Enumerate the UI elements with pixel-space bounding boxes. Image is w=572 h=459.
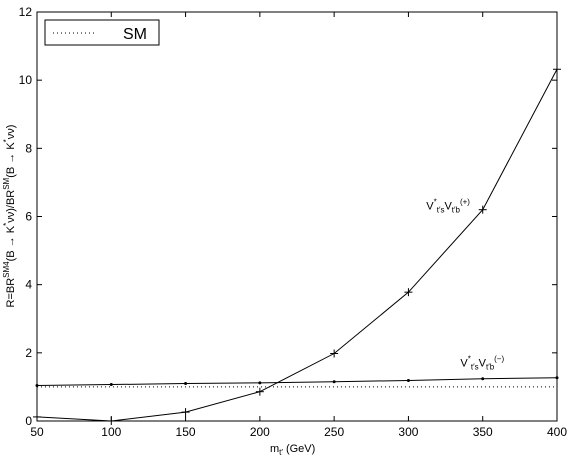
plus-marker bbox=[330, 349, 339, 358]
series-line-2 bbox=[36, 377, 558, 387]
annotations: V*t′sVt′b(+) V*t′sVt′b(−) bbox=[426, 198, 504, 372]
plus-marker bbox=[404, 288, 413, 297]
x-tick-label: 200 bbox=[250, 425, 270, 439]
y-tick-label: 6 bbox=[25, 210, 32, 224]
annotation-0: V*t′sVt′b(+) bbox=[426, 198, 470, 215]
dot-marker bbox=[332, 380, 336, 384]
x-tick-label: 50 bbox=[30, 425, 44, 439]
plus-marker bbox=[553, 65, 561, 74]
axis-ticks bbox=[36, 11, 558, 422]
x-tick-label: 300 bbox=[398, 425, 418, 439]
legend-sm-label: SM bbox=[123, 26, 147, 43]
dot-marker bbox=[109, 383, 113, 387]
x-tick-label: 100 bbox=[101, 425, 121, 439]
tick-labels: 50 100 150 200 250 300 350 400 0 2 4 6 8 10 12 bbox=[19, 5, 568, 439]
y-tick-label: 0 bbox=[25, 414, 32, 428]
x-tick-label: 250 bbox=[324, 425, 344, 439]
plus-marker bbox=[33, 412, 41, 421]
y-tick-label: 8 bbox=[25, 141, 32, 155]
dot-marker bbox=[184, 382, 188, 386]
dot-marker bbox=[555, 376, 559, 380]
plus-marker bbox=[478, 205, 487, 214]
plus-marker bbox=[107, 417, 116, 425]
y-tick-label: 2 bbox=[25, 346, 32, 360]
dot-marker bbox=[481, 377, 485, 381]
dot-marker bbox=[258, 381, 262, 385]
series-line-1 bbox=[36, 69, 558, 422]
y-tick-label: 4 bbox=[25, 278, 32, 292]
plus-marker bbox=[255, 387, 264, 396]
dot-marker bbox=[35, 384, 39, 388]
y-tick-label: 12 bbox=[19, 5, 33, 19]
annotation-1: V*t′sVt′b(−) bbox=[460, 354, 504, 371]
legend: SM bbox=[44, 19, 160, 46]
x-tick-label: 350 bbox=[473, 425, 493, 439]
x-tick-label: 150 bbox=[176, 425, 196, 439]
legend-box bbox=[44, 19, 160, 46]
dot-marker bbox=[406, 378, 410, 382]
y-tick-label: 10 bbox=[19, 73, 33, 87]
x-axis-title: mt′ (GeV) bbox=[270, 443, 315, 457]
y-axis-title: R=BRSM4(B → K*νν)/BRSM(B → K*νν) bbox=[2, 125, 17, 308]
plus-marker bbox=[181, 408, 190, 417]
series-layer bbox=[33, 65, 561, 425]
x-tick-label: 400 bbox=[547, 425, 567, 439]
